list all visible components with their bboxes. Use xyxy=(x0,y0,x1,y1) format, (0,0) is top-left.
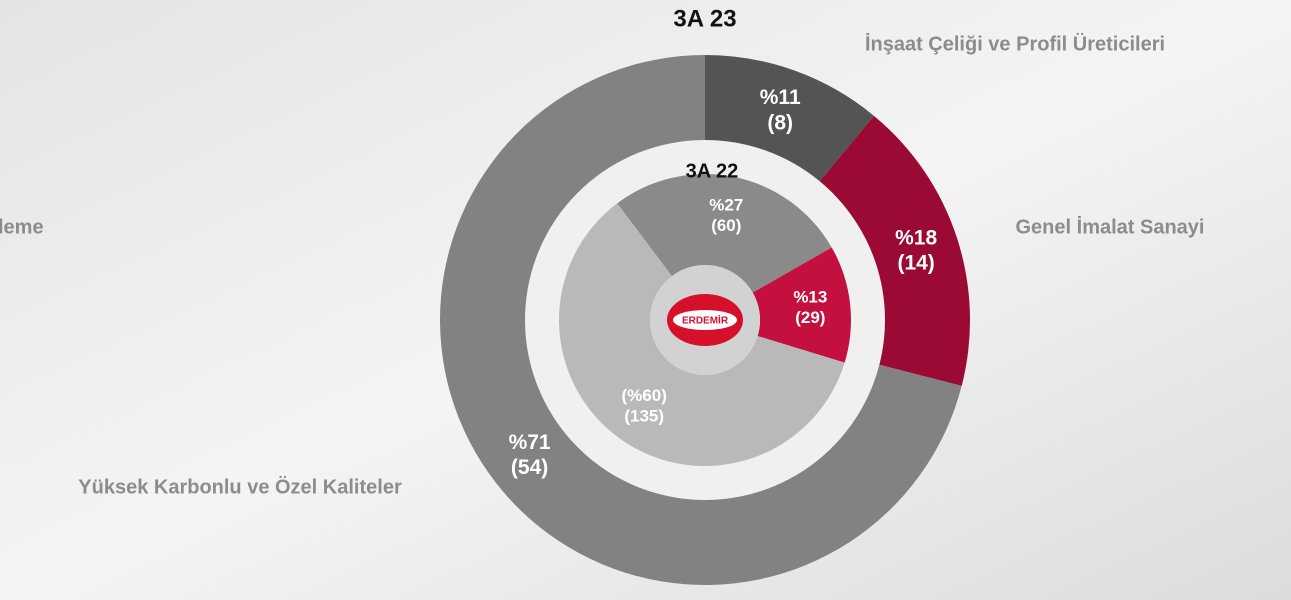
wedge xyxy=(705,55,874,182)
ring-title: 3A 22 xyxy=(686,160,739,182)
value-label: (%60) xyxy=(622,386,667,405)
value-label: %11 xyxy=(760,86,801,109)
category-label: Yüksek Karbonlu ve Özel Kaliteler xyxy=(78,475,402,498)
value-label: %13 xyxy=(793,287,827,306)
count-label: (135) xyxy=(624,407,664,426)
logo-inner xyxy=(673,310,737,330)
category-label: İnşaat Çeliği ve Profil Üreticileri xyxy=(865,32,1165,55)
wedge xyxy=(617,174,832,293)
value-label: %27 xyxy=(709,195,743,214)
count-label: (60) xyxy=(711,216,741,235)
count-label: (54) xyxy=(511,456,548,479)
value-label: %18 xyxy=(895,226,937,249)
wedge xyxy=(819,115,970,386)
ring-title: 3A 23 xyxy=(673,5,736,32)
count-label: (14) xyxy=(897,252,934,275)
count-label: (8) xyxy=(767,111,793,134)
wedge xyxy=(752,247,852,363)
value-label: %71 xyxy=(509,431,551,454)
count-label: (29) xyxy=(795,308,825,327)
category-label: Genel İmalat Sanayi xyxy=(1016,215,1205,238)
logo-text: ERDEMİR xyxy=(682,314,729,327)
annotation: leme xyxy=(0,216,44,238)
wedge xyxy=(559,203,845,466)
wedge xyxy=(440,55,962,585)
